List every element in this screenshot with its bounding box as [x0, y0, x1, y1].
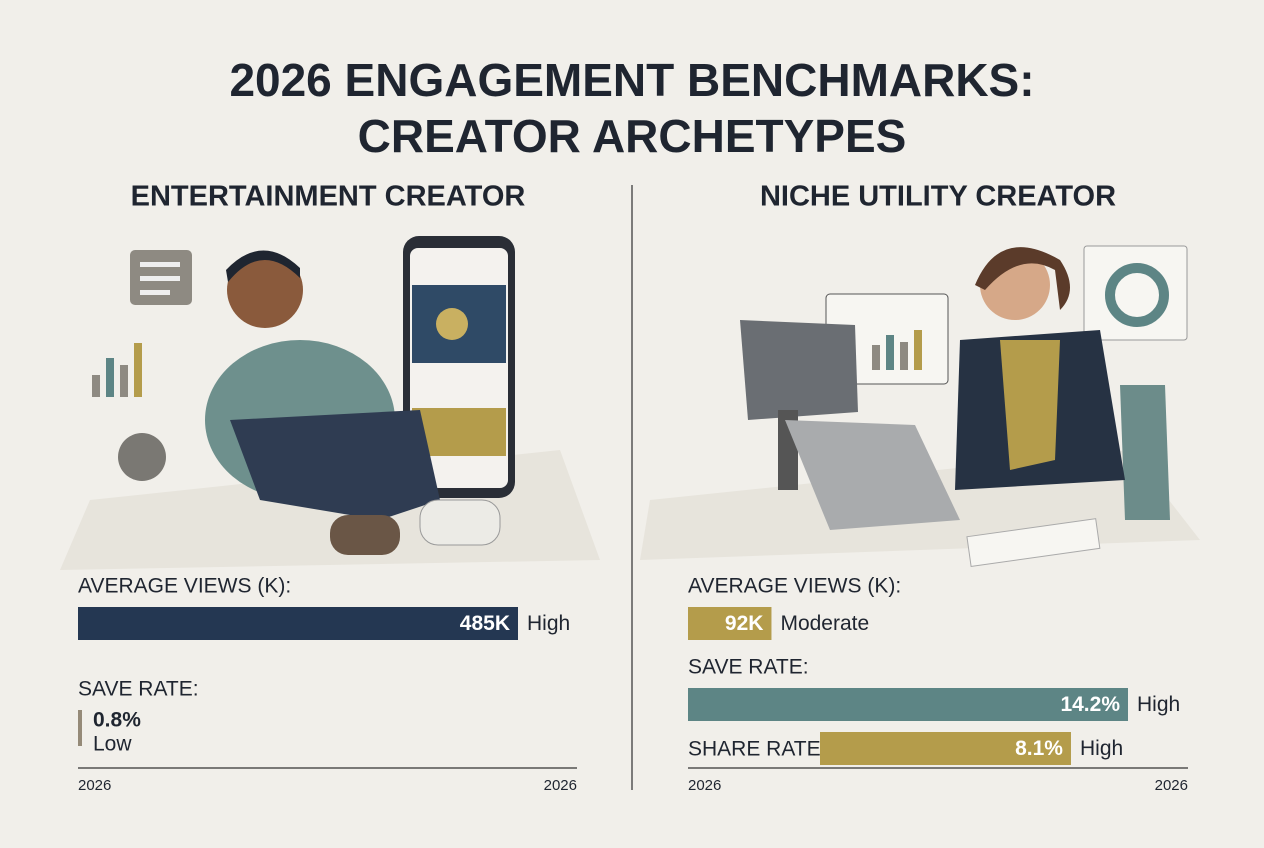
panel-heading: NICHE UTILITY CREATOR — [760, 181, 1116, 213]
bar — [78, 710, 82, 746]
rating: Low — [93, 733, 132, 756]
metric-label: SAVE RATE: — [78, 678, 199, 701]
bar — [820, 732, 1071, 765]
title-line: 2026 ENGAGEMENT BENCHMARKS: — [229, 54, 1034, 106]
axis-label: 2026 — [688, 777, 721, 794]
metric-label: SHARE RATE: — [688, 738, 826, 761]
bar — [688, 688, 1128, 721]
panel-heading: ENTERTAINMENT CREATOR — [131, 181, 526, 213]
value-label: 14.2% — [1060, 693, 1120, 716]
value-label: 0.8% — [93, 709, 141, 732]
rating: High — [1137, 693, 1180, 716]
axis-label: 2026 — [544, 777, 577, 794]
axis-label: 2026 — [78, 777, 111, 794]
bar — [78, 607, 518, 640]
value-label: 92K — [725, 612, 764, 635]
illustration-utility — [640, 245, 1200, 568]
axis-label: 2026 — [1155, 777, 1188, 794]
metric-label: SAVE RATE: — [688, 656, 809, 679]
title-line: CREATOR ARCHETYPES — [358, 110, 907, 162]
rating: Moderate — [780, 612, 869, 635]
rating: High — [1080, 737, 1123, 760]
illustration-entertainment — [60, 236, 600, 570]
bar — [688, 607, 772, 640]
value-label: 8.1% — [1015, 737, 1063, 760]
metric-label: AVERAGE VIEWS (K): — [688, 575, 901, 598]
rating: High — [527, 612, 570, 635]
value-label: 485K — [460, 612, 510, 635]
metric-label: AVERAGE VIEWS (K): — [78, 575, 291, 598]
